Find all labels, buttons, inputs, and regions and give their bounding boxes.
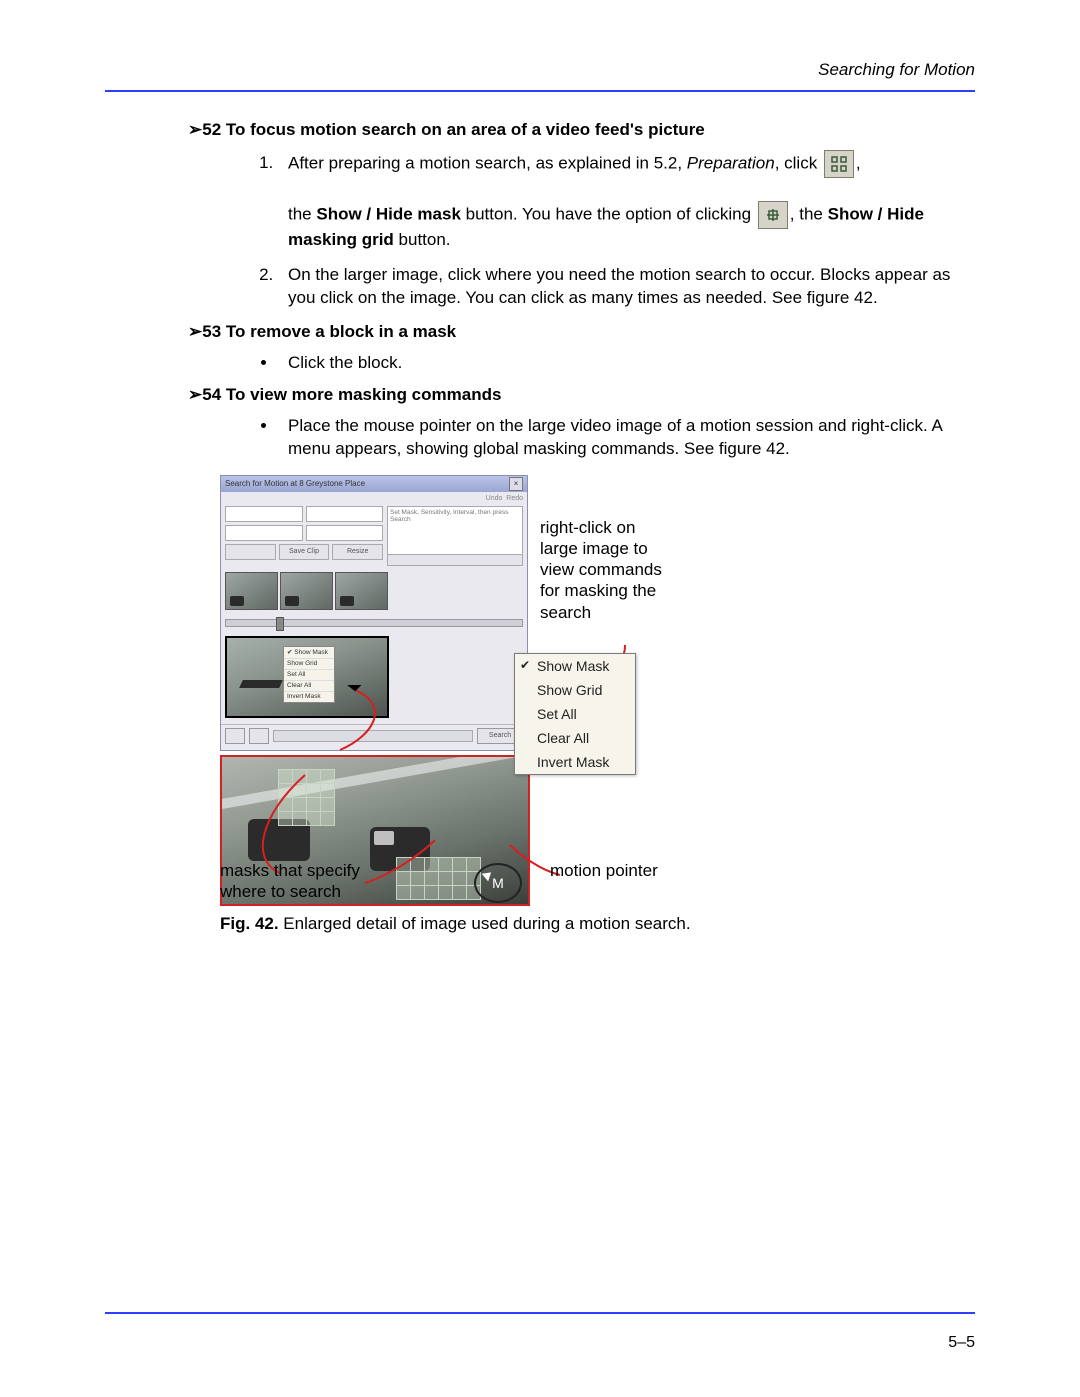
menu-set-all[interactable]: Set All — [515, 702, 635, 726]
step-1-comma: , — [856, 153, 861, 172]
figure-caption-bold: Fig. 42. — [220, 914, 279, 933]
step-2: On the larger image, click where you nee… — [278, 264, 965, 310]
context-menu[interactable]: Show Mask Show Grid Set All Clear All In… — [514, 653, 636, 775]
page-header-title: Searching for Motion — [105, 60, 975, 80]
menu-clear-all[interactable]: Clear All — [515, 726, 635, 750]
figure-42: right-click on large image to view comma… — [220, 475, 965, 934]
step-1-text-f: , the — [790, 204, 828, 223]
section-52-heading: ➢52 To focus motion search on an area of… — [188, 120, 965, 140]
step-1-preparation: Preparation — [687, 153, 775, 172]
show-hide-grid-icon[interactable] — [758, 201, 788, 229]
menu-invert-mask[interactable]: Invert Mask — [515, 750, 635, 774]
step-1: After preparing a motion search, as expl… — [278, 150, 965, 252]
step-1-text-d: the — [288, 204, 316, 223]
show-hide-mask-icon[interactable] — [824, 150, 854, 178]
menu-show-grid[interactable]: Show Grid — [515, 678, 635, 702]
figure-42-caption: Fig. 42. Enlarged detail of image used d… — [220, 914, 965, 934]
figure-caption-rest: Enlarged detail of image used during a m… — [279, 914, 691, 933]
s54-bullet: Place the mouse pointer on the large vid… — [278, 415, 965, 461]
menu-show-mask[interactable]: Show Mask — [515, 654, 635, 678]
figure-label-masks: masks that specify where to search — [220, 860, 390, 903]
step-1-bold1: Show / Hide mask — [316, 204, 461, 223]
step-1-text-g: button. — [394, 230, 451, 249]
step-1-text-a: After preparing a motion search, as expl… — [288, 153, 687, 172]
header-rule — [105, 90, 975, 92]
section-53-heading: ➢53 To remove a block in a mask — [188, 322, 965, 342]
step-1-text-e: button. You have the option of clicking — [461, 204, 756, 223]
figure-label-motion-pointer: motion pointer — [550, 860, 658, 881]
footer-rule — [105, 1312, 975, 1314]
s53-bullet: Click the block. — [278, 352, 965, 375]
section-54-heading: ➢54 To view more masking commands — [188, 385, 965, 405]
page-number: 5–5 — [948, 1334, 975, 1352]
step-1-text-b: , click — [775, 153, 822, 172]
